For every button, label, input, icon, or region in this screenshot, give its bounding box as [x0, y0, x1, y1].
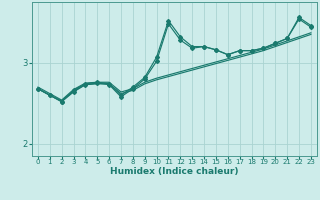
X-axis label: Humidex (Indice chaleur): Humidex (Indice chaleur) — [110, 167, 239, 176]
